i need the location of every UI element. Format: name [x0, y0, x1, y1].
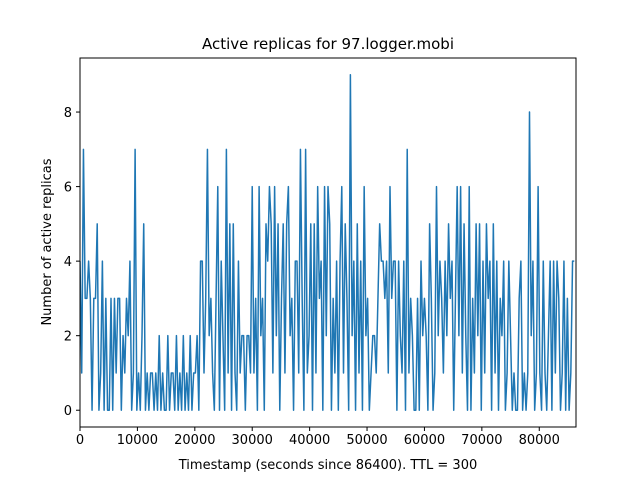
chart-title: Active replicas for 97.logger.mobi — [202, 35, 454, 53]
x-tick-label: 50000 — [346, 433, 387, 448]
x-tick-label: 70000 — [461, 433, 502, 448]
plot-frame — [79, 57, 577, 428]
y-tick-label: 0 — [64, 404, 72, 419]
y-tick-label: 4 — [64, 255, 72, 270]
x-axis-label: Timestamp (seconds since 86400). TTL = 3… — [178, 458, 478, 473]
y-tick-label: 2 — [64, 330, 72, 345]
data-line — [80, 74, 575, 411]
x-tick-label: 0 — [76, 433, 84, 448]
y-tick-label: 8 — [64, 106, 72, 121]
x-tick-label: 20000 — [174, 433, 215, 448]
y-axis-label: Number of active replicas — [40, 158, 55, 325]
x-tick-label: 80000 — [519, 433, 560, 448]
x-tick-label: 10000 — [117, 433, 158, 448]
x-tick-label: 60000 — [404, 433, 445, 448]
y-tick-label: 6 — [64, 181, 72, 196]
x-tick-label: 40000 — [289, 433, 330, 448]
x-tick-label: 30000 — [232, 433, 273, 448]
